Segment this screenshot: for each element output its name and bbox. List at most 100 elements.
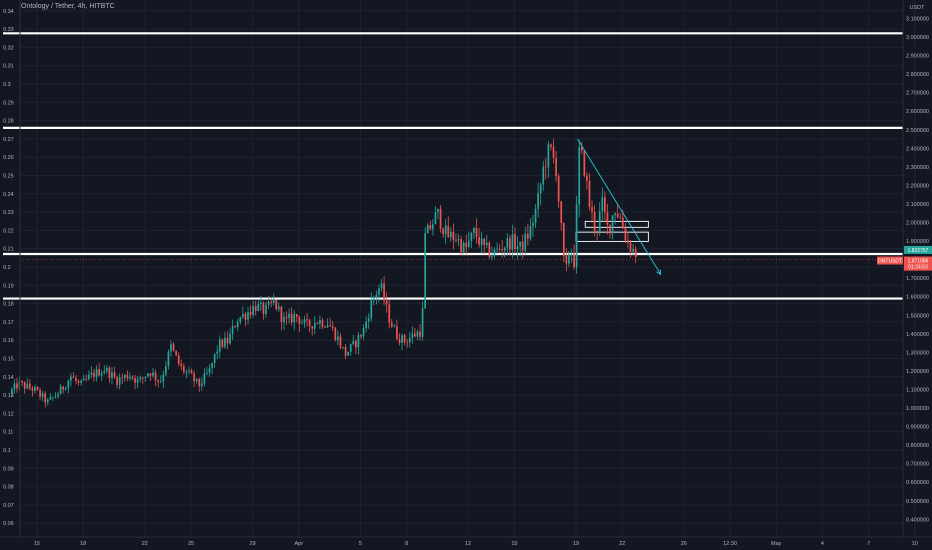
left-axis-tick-label: 0.27 (3, 137, 14, 143)
left-axis-tick-label: 0.2 (3, 265, 11, 271)
candle-down (244, 313, 247, 320)
candle-up (118, 377, 121, 385)
right-axis-tick-label: 1.300000 (906, 350, 929, 356)
candle-up (578, 146, 581, 205)
left-axis-tick-label: 0.29 (3, 100, 14, 106)
left-axis-tick-label: 0.16 (3, 338, 14, 344)
candle-up (162, 374, 165, 382)
left-axis-tick-label: 0.28 (3, 119, 14, 125)
candle-up (532, 222, 534, 227)
candle-up (136, 379, 139, 383)
right-axis-tick-label: 1.700000 (906, 276, 929, 282)
right-axis[interactable]: USDT 3.100000 3.000000 2.900000 2.800000 2.70… (902, 0, 929, 537)
candle-down (396, 326, 398, 340)
price-badge-label: 1.822757 (908, 248, 929, 254)
candle-down (98, 369, 100, 376)
candle-down (339, 336, 342, 348)
x-axis-tick-label: 29 (250, 541, 256, 547)
candle-up (449, 231, 452, 238)
candle-up (575, 204, 578, 268)
candle-up (216, 351, 219, 354)
candle-down (447, 225, 450, 238)
candle-up (432, 224, 434, 230)
x-axis-tick-label: May (771, 541, 782, 547)
candle-up (372, 296, 375, 301)
candle-down (439, 208, 442, 229)
trendline-group[interactable] (577, 138, 662, 276)
candle-up (167, 351, 170, 367)
candle-up (347, 351, 349, 356)
candle-down (175, 350, 177, 356)
candle-down (621, 217, 624, 229)
candle-down (498, 248, 501, 250)
candle-down (460, 238, 462, 253)
left-axis-tick-label: 0.12 (3, 411, 14, 417)
candle-up (26, 383, 29, 389)
candle-down (544, 166, 547, 168)
candle-down (316, 323, 319, 324)
candle-down (483, 238, 486, 246)
candle-up (239, 317, 242, 322)
candle-up (313, 323, 316, 329)
candle-up (568, 254, 570, 264)
candle-up (537, 193, 539, 209)
candle-down (180, 363, 183, 367)
candle-up (444, 225, 447, 235)
right-axis-tick-label: 1.900000 (906, 239, 929, 245)
price-badge-bg (877, 256, 903, 265)
candle-up (88, 374, 90, 379)
candle-down (113, 372, 116, 377)
trendline[interactable] (577, 138, 662, 275)
candle-up (260, 302, 262, 305)
x-axis-tick-label: 26 (681, 541, 687, 547)
left-axis-tick-label: 0.07 (3, 503, 14, 509)
candle-up (534, 208, 537, 223)
candle-down (583, 150, 586, 176)
x-axis-tick-label: 22 (619, 541, 625, 547)
candle-up (570, 253, 573, 255)
right-axis-unit-label: USDT (910, 5, 926, 11)
x-axis-tick-label: 19 (573, 541, 579, 547)
price-badge-bg (904, 245, 932, 254)
left-axis-tick-label: 0.09 (3, 466, 14, 472)
candle-up (473, 227, 475, 233)
candle-up (411, 333, 414, 338)
candle-up (90, 372, 93, 375)
chart-title: Ontology / Tether, 4h, HITBTC (21, 3, 115, 10)
x-axis-tick-label: Apr (295, 541, 304, 547)
candle-up (123, 374, 126, 378)
candle-down (77, 381, 80, 383)
horizontal-level-lines[interactable] (3, 32, 903, 300)
candle-down (134, 378, 136, 383)
candle-up (100, 373, 103, 376)
candle-down (509, 238, 511, 250)
left-axis-tick-label: 0.3 (3, 82, 11, 88)
candle-up (13, 383, 16, 390)
candle-down (221, 339, 224, 347)
candle-down (16, 383, 18, 389)
candle-down (298, 316, 301, 324)
candle-up (365, 321, 367, 329)
price-zone-box[interactable] (584, 220, 649, 228)
price-badge-bg (904, 256, 932, 265)
price-badge-label: 1.871086 (908, 259, 929, 265)
candle-up (380, 283, 383, 289)
left-axis-tick-label: 0.1 (3, 448, 11, 454)
right-axis-tick-label: 3.000000 (906, 35, 929, 41)
candle-up (519, 241, 521, 247)
candle-down (334, 327, 337, 340)
candle-up (272, 300, 275, 303)
candle-up (393, 326, 396, 328)
candle-down (565, 255, 568, 264)
right-axis-tick-label: 2.200000 (906, 183, 929, 189)
candle-up (434, 212, 437, 225)
left-axis-tick-label: 0.13 (3, 393, 14, 399)
candle-up (480, 238, 483, 245)
left-axis-tick-label: 0.15 (3, 357, 14, 363)
left-axis-tick-label: 0.26 (3, 155, 14, 161)
candle-up (496, 248, 498, 250)
candle-down (442, 228, 444, 235)
